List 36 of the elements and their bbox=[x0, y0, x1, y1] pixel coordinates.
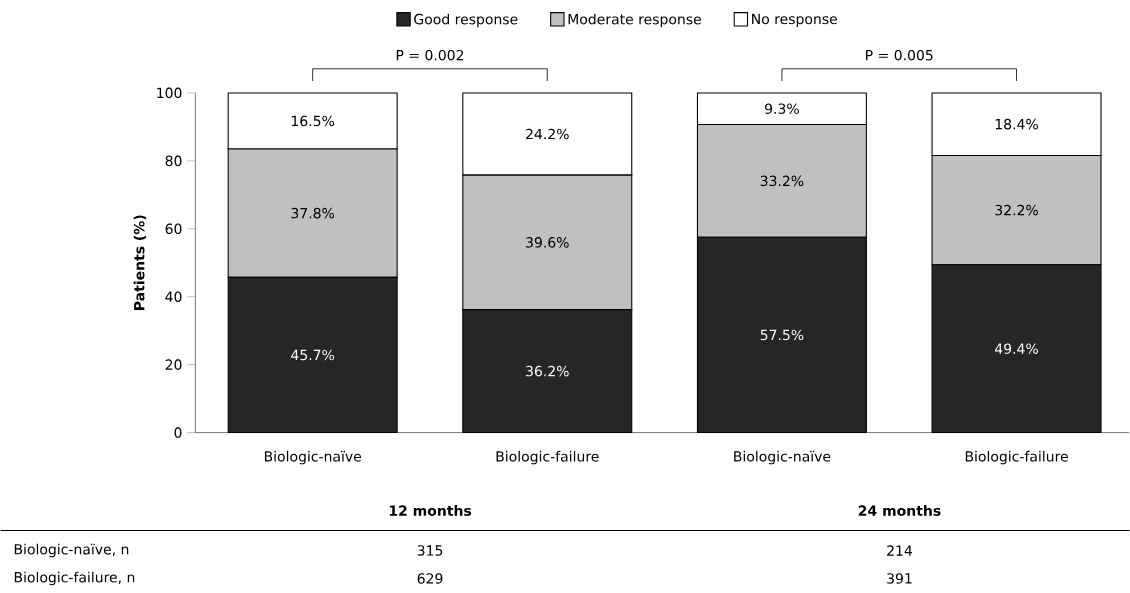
data-label: 32.2% bbox=[995, 204, 1038, 216]
text: Biologic-naïve, n bbox=[14, 543, 129, 558]
x-tick-label: Biologic-naïve bbox=[734, 450, 831, 465]
text: 24 months bbox=[858, 504, 941, 516]
text: 214 bbox=[887, 545, 913, 556]
y-tick-label: 60 bbox=[165, 223, 182, 234]
legend-label: Moderate response bbox=[568, 13, 701, 27]
data-label: 49.4% bbox=[995, 343, 1038, 354]
data-label: 9.3% bbox=[765, 103, 799, 114]
data-label: 57.5% bbox=[760, 329, 804, 340]
y-tick-label: 40 bbox=[165, 291, 182, 302]
y-tick-label: 80 bbox=[165, 155, 182, 166]
data-label: 16.5% bbox=[291, 115, 335, 126]
x-tick-label: Biologic-naïve bbox=[264, 450, 362, 465]
text: Biologic-failure, n bbox=[14, 571, 135, 585]
data-label: 24.2% bbox=[526, 128, 569, 140]
legend-label: No response bbox=[752, 13, 837, 27]
data-label: 39.6% bbox=[526, 236, 569, 248]
data-label: 18.4% bbox=[995, 118, 1038, 130]
text: 12 months bbox=[389, 504, 472, 516]
x-tick-label: Biologic-failure bbox=[965, 450, 1068, 465]
y-tick-label: 0 bbox=[174, 427, 182, 438]
text: 315 bbox=[417, 544, 443, 556]
data-label: 33.2% bbox=[760, 175, 804, 186]
text: 629 bbox=[417, 572, 443, 584]
data-label: 36.2% bbox=[526, 365, 569, 377]
data-label: 45.7% bbox=[291, 349, 335, 361]
text: P = 0.005 bbox=[866, 49, 933, 61]
x-tick-label: Biologic-failure bbox=[496, 450, 599, 465]
y-tick-label: 100 bbox=[157, 87, 182, 98]
y-tick-label: 20 bbox=[165, 359, 182, 370]
text: 391 bbox=[887, 572, 912, 584]
legend-label: Good response bbox=[414, 13, 518, 27]
text: P = 0.002 bbox=[396, 49, 464, 61]
y-axis-title: Patients (%) bbox=[133, 215, 147, 310]
data-label: 37.8% bbox=[291, 207, 335, 219]
